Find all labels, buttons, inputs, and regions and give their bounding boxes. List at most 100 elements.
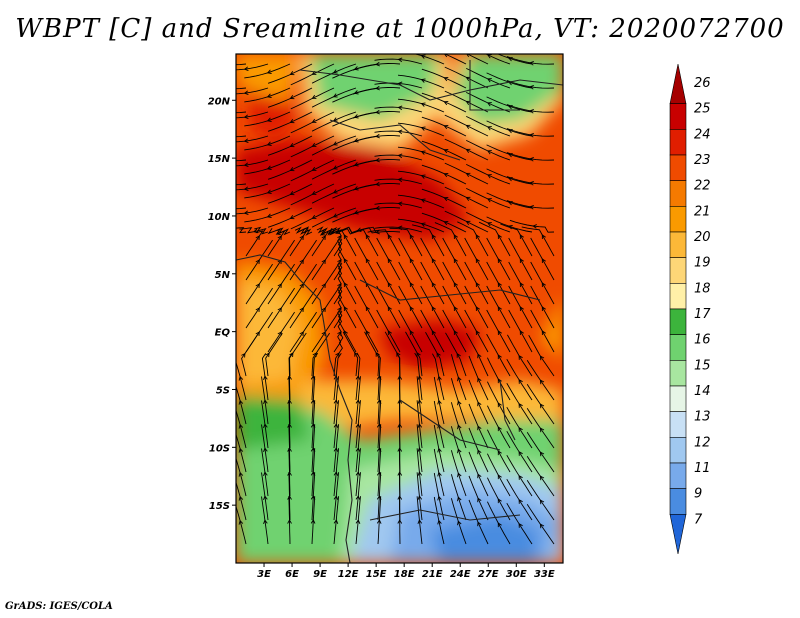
streamline-arrow [420,174,426,179]
streamline-arrow [431,234,436,240]
streamline-arrow [277,259,282,265]
streamline-arrow [365,234,370,240]
streamline-arrow [420,198,426,203]
streamline-arrow [299,235,304,241]
colorbar-label: 15 [694,358,711,373]
streamline-arrow [486,54,492,59]
streamline-arrow [376,519,382,524]
streamline-arrow [355,423,361,428]
streamline-arrow [529,180,534,186]
streamline-arrow [263,375,268,381]
streamline-arrow [337,259,342,264]
streamline-arrow [375,157,380,163]
streamline-arrow [289,143,295,148]
streamline-arrow [486,150,492,155]
colorbar-swatch [669,180,687,207]
streamline-arrow [343,306,348,312]
streamline-arrow [420,102,426,107]
streamline-arrow [453,282,458,288]
streamline-arrow [519,306,524,312]
streamline-arrow [375,229,380,235]
streamline-arrow [409,282,414,288]
streamline-arrow [263,423,268,429]
streamline-arrow [243,162,249,168]
streamline-arrow [265,352,270,358]
streamline-arrow [365,330,370,336]
colorbar-label: 21 [694,204,711,219]
lon-tick-label: 18E [394,569,415,580]
streamline-arrow [238,495,244,501]
streamline [466,54,489,65]
streamline [236,227,247,234]
streamline-arrow [409,330,414,336]
colorbar-label: 25 [694,102,711,117]
streamline-arrow [539,523,545,529]
streamline-arrow [539,403,545,409]
streamline-arrow [518,499,523,504]
streamline-arrow [518,403,523,408]
streamline-arrow [497,522,502,528]
streamline-arrow [241,352,246,358]
streamline-arrow [497,474,502,480]
streamline [236,111,247,114]
colorbar-label: 22 [694,179,711,194]
streamline-arrow [436,352,441,358]
streamline-arrow [266,69,272,74]
lat-tick-label: 15N [208,154,231,165]
streamline-arrow [299,331,304,337]
streamline-arrow [420,54,426,59]
colorbar-swatch [669,231,687,258]
streamline-arrow [443,76,449,82]
streamline-arrow [443,220,449,226]
streamline-arrow [238,519,244,525]
streamline-arrow [243,138,249,144]
lat-tick-label: 10N [208,212,231,223]
streamline-arrow [287,519,292,524]
streamline-arrow [497,450,502,456]
streamline-arrow [287,423,292,428]
streamline-arrow [375,205,380,211]
streamline-arrow [266,189,272,194]
streamline-arrow [475,258,480,264]
streamline-arrow [332,189,338,194]
streamline-arrow [287,399,292,404]
streamline-arrow [222,207,226,211]
colorbar-label: 13 [694,410,711,425]
streamline-arrow [539,451,545,457]
colorbar-label: 23 [694,153,711,168]
streamline-arrow [456,352,461,358]
lat-tick-label: 15S [209,501,230,512]
streamline-arrow [541,258,546,264]
streamline-arrow [497,498,502,504]
lon-tick-label: 21E [422,569,443,580]
streamline-arrow [355,495,361,500]
streamline-arrow [529,204,534,210]
streamline-arrow [409,234,414,240]
streamline-arrow [397,129,403,135]
streamline-arrow [477,353,482,359]
streamline-arrow [243,186,249,192]
streamline-arrow [437,399,442,405]
streamline-arrow [417,519,423,524]
colorbar-swatch [669,360,687,387]
streamline-arrow [497,354,502,360]
streamline-arrow [263,447,268,453]
streamline-arrow [532,224,537,229]
streamline-arrow [497,306,502,312]
streamline-arrow [465,172,471,177]
streamline-arrow [238,423,244,429]
streamline-arrow [238,471,244,477]
streamline-arrow [255,331,260,337]
streamline-arrow [420,78,426,83]
streamline-arrow [453,330,458,336]
lon-tick-label: 3E [257,569,271,580]
streamline-arrow [311,142,317,148]
streamline-arrow [299,307,304,313]
streamline-arrow [222,63,226,67]
streamline-arrow [486,126,492,131]
streamline-arrow [497,402,502,408]
streamline-arrow [231,226,235,230]
streamline-arrow [238,447,244,453]
streamline-arrow [375,133,380,139]
